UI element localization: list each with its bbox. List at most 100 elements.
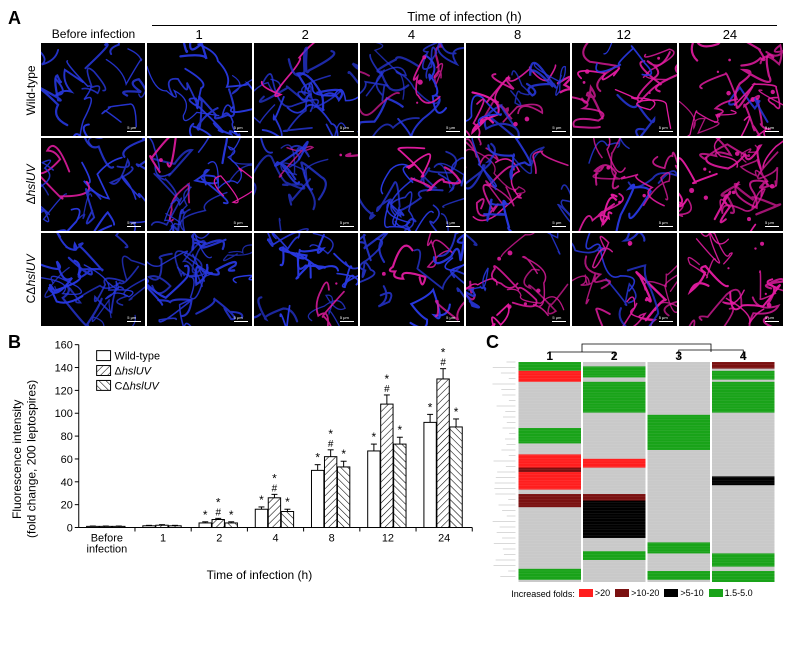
legend-swatch <box>664 589 678 597</box>
microscopy-image: 5 μm <box>147 233 251 326</box>
microscopy-image: 5 μm <box>572 43 676 136</box>
time-header-title: Time of infection (h) <box>152 9 776 26</box>
svg-text:140: 140 <box>54 363 72 375</box>
svg-text:*: * <box>216 496 221 510</box>
microscopy-image: 5 μm <box>360 43 464 136</box>
strain-row-label: Wild-type <box>21 43 41 137</box>
panel-a-images: 5 μm 5 μm 5 μm 5 μm 5 μm 5 μm 5 μm 5 μm 5 μm 5 μm… <box>41 43 783 326</box>
svg-text:0: 0 <box>67 523 73 535</box>
panel-c: C 1234 Increased folds: >20>10-20>5-101.… <box>486 336 783 599</box>
svg-text:*: * <box>454 405 459 419</box>
svg-text:*: * <box>384 372 389 386</box>
scale-bar: 5 μm <box>765 221 779 227</box>
svg-text:*: * <box>397 424 402 438</box>
svg-text:CΔhslUV: CΔhslUV <box>114 381 160 393</box>
svg-text:20: 20 <box>60 500 72 512</box>
svg-text:60: 60 <box>60 454 72 466</box>
svg-text:ΔhslUV: ΔhslUV <box>114 366 152 378</box>
image-row: 5 μm5 μm5 μm5 μm5 μm5 μm5 μm <box>41 43 783 136</box>
time-point-label: 1 <box>146 26 252 43</box>
svg-text:1: 1 <box>160 533 166 545</box>
legend-item: >20 <box>579 588 610 598</box>
svg-text:*: * <box>328 427 333 441</box>
legend-swatch <box>579 589 593 597</box>
scale-bar: 5 μm <box>765 126 779 132</box>
svg-text:1: 1 <box>546 349 553 363</box>
panel-b-ylabel: Fluorescence intensity (fold change, 200… <box>8 336 41 582</box>
microscopy-image: 5 μm <box>679 138 783 231</box>
legend-label: >5-10 <box>680 588 703 598</box>
svg-text:3: 3 <box>675 349 682 363</box>
scale-bar: 5 μm <box>446 126 460 132</box>
bottom-row: B Fluorescence intensity (fold change, 2… <box>8 336 783 599</box>
svg-text:*: * <box>441 346 446 360</box>
time-point-label: 8 <box>465 26 571 43</box>
microscopy-image: 5 μm <box>41 138 145 231</box>
panel-c-label: C <box>486 332 499 353</box>
image-row: 5 μm5 μm5 μm5 μm5 μm5 μm5 μm <box>41 233 783 326</box>
panel-b: B Fluorescence intensity (fold change, 2… <box>8 336 478 599</box>
legend-item: >5-10 <box>664 588 703 598</box>
scale-bar: 5 μm <box>340 221 354 227</box>
scale-bar: 5 μm <box>234 316 248 322</box>
scale-bar: 5 μm <box>340 126 354 132</box>
svg-text:*: * <box>203 508 208 522</box>
svg-text:160: 160 <box>54 340 72 352</box>
microscopy-image: 5 μm <box>572 233 676 326</box>
microscopy-image: 5 μm <box>147 43 251 136</box>
microscopy-image: 5 μm <box>147 138 251 231</box>
legend-label: 1.5-5.0 <box>725 588 753 598</box>
svg-text:*: * <box>428 401 433 415</box>
svg-text:Wild-type: Wild-type <box>114 351 160 363</box>
legend-item: 1.5-5.0 <box>709 588 753 598</box>
legend-swatch <box>709 589 723 597</box>
svg-text:24: 24 <box>438 533 450 545</box>
panel-a-row-labels: Wild-typeΔhslUVCΔhslUV <box>21 43 41 326</box>
time-point-label: 12 <box>571 26 677 43</box>
microscopy-image: 5 μm <box>466 43 570 136</box>
microscopy-image: 5 μm <box>466 233 570 326</box>
scale-bar: 5 μm <box>552 126 566 132</box>
before-infection-label: Before infection <box>41 27 146 43</box>
svg-text:40: 40 <box>60 477 72 489</box>
scale-bar: 5 μm <box>552 221 566 227</box>
svg-text:*: * <box>229 508 234 522</box>
time-header: Time of infection (h) 12481224 <box>146 8 783 43</box>
panel-a-label: A <box>8 8 21 29</box>
time-point-label: 24 <box>677 26 783 43</box>
panel-b-xlabel: Time of infection (h) <box>41 568 478 582</box>
svg-text:4: 4 <box>740 349 747 363</box>
microscopy-image: 5 μm <box>254 233 358 326</box>
figure: A Before infection Time of infection (h)… <box>8 8 783 599</box>
microscopy-image: 5 μm <box>254 138 358 231</box>
svg-text:80: 80 <box>60 431 72 443</box>
svg-text:*: * <box>315 451 320 465</box>
svg-text:120: 120 <box>54 386 72 398</box>
svg-text:8: 8 <box>328 533 334 545</box>
ylabel-line1: Fluorescence intensity <box>10 400 24 519</box>
svg-text:infection: infection <box>86 544 127 556</box>
scale-bar: 5 μm <box>659 316 673 322</box>
scale-bar: 5 μm <box>659 221 673 227</box>
microscopy-image: 5 μm <box>572 138 676 231</box>
scale-bar: 5 μm <box>552 316 566 322</box>
panel-c-heatmap: 1234 <box>486 336 783 586</box>
scale-bar: 5 μm <box>765 316 779 322</box>
panel-c-legend: Increased folds: >20>10-20>5-101.5-5.0 <box>486 588 783 599</box>
svg-text:2: 2 <box>216 533 222 545</box>
legend-label: >20 <box>595 588 610 598</box>
strain-row-label: CΔhslUV <box>21 232 41 326</box>
microscopy-image: 5 μm <box>360 138 464 231</box>
svg-text:12: 12 <box>382 533 394 545</box>
svg-text:4: 4 <box>272 533 278 545</box>
svg-text:*: * <box>259 493 264 507</box>
panel-a-header-row: Before infection Time of infection (h) 1… <box>21 8 783 43</box>
svg-text:*: * <box>371 430 376 444</box>
scale-bar: 5 μm <box>659 126 673 132</box>
legend-item: >10-20 <box>615 588 659 598</box>
svg-text:*: * <box>285 496 290 510</box>
scale-bar: 5 μm <box>234 126 248 132</box>
scale-bar: 5 μm <box>234 221 248 227</box>
time-point-label: 2 <box>252 26 358 43</box>
scale-bar: 5 μm <box>446 221 460 227</box>
